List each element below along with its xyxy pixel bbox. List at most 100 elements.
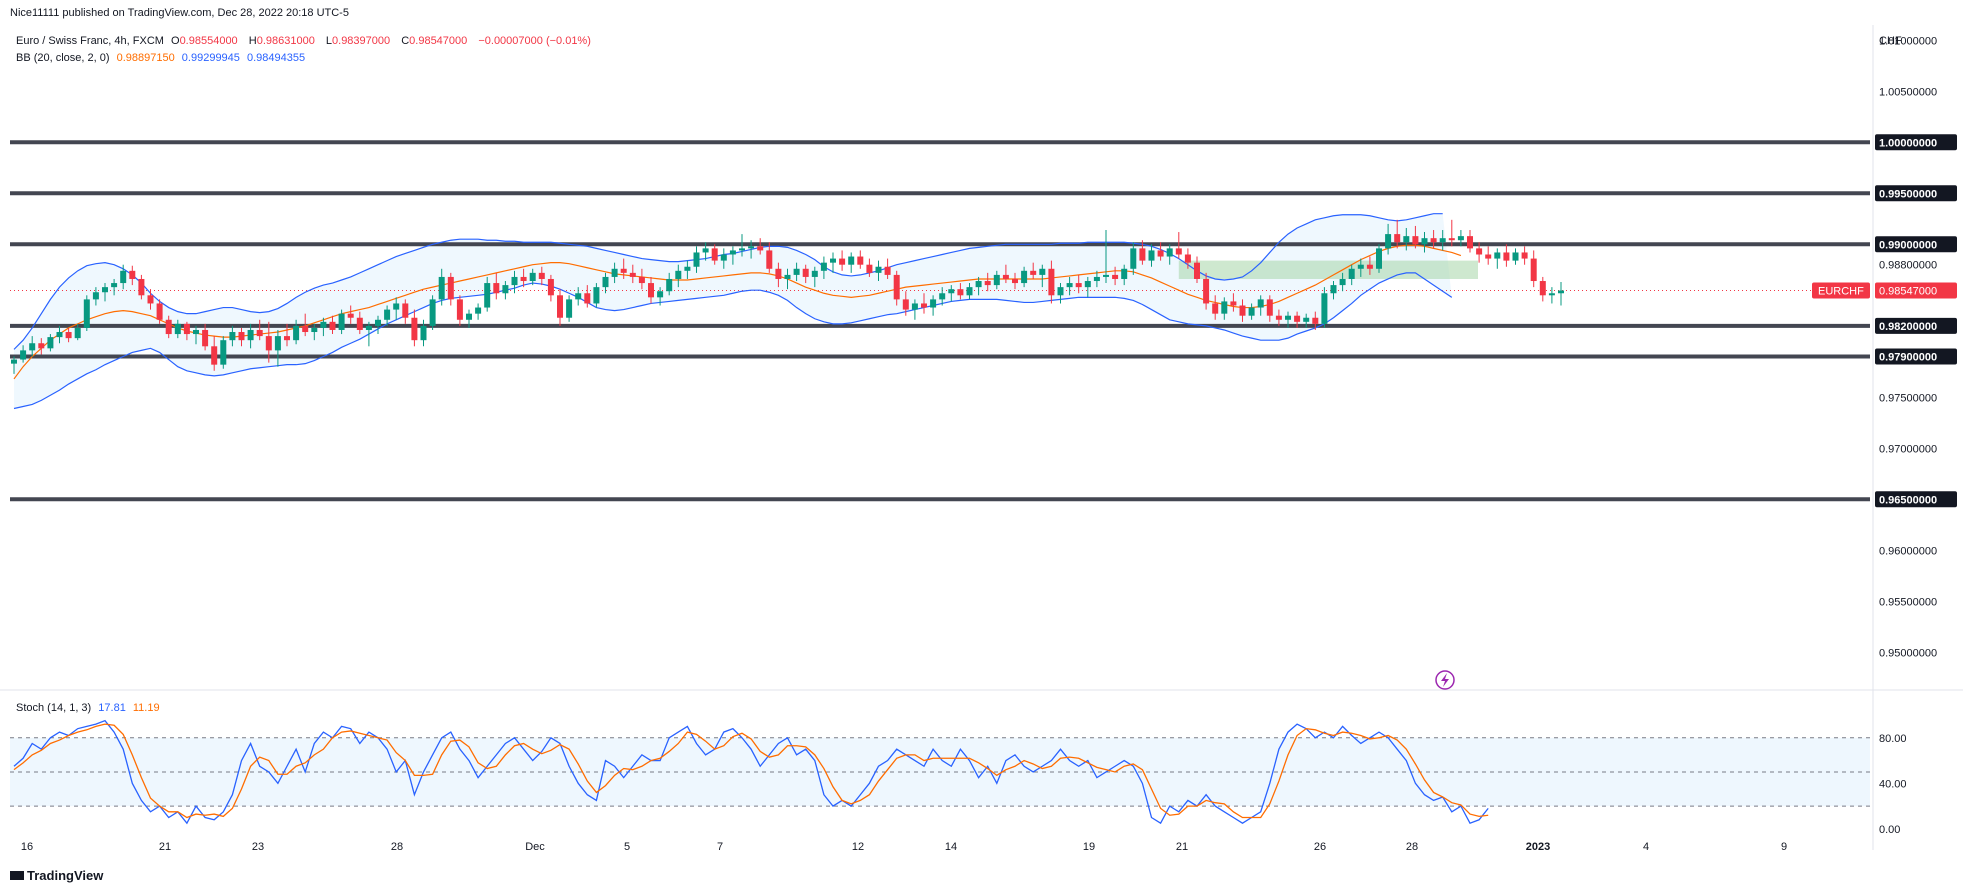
candle-body <box>1439 238 1446 243</box>
time-tick-label: 5 <box>624 841 630 853</box>
candle-body <box>602 276 609 288</box>
time-tick-label: 26 <box>1314 841 1326 853</box>
candle-body <box>566 299 573 318</box>
candle-body <box>520 276 527 282</box>
ohlc-low: L0.98397000 <box>325 35 391 47</box>
candle-body <box>811 270 818 277</box>
ohlc-open: O0.98554000 <box>171 35 238 47</box>
candle-body <box>584 293 591 304</box>
time-tick-label: 12 <box>852 841 864 853</box>
candle-body <box>384 309 391 320</box>
candle-body <box>693 252 700 267</box>
candle-body <box>784 274 791 279</box>
time-tick-label: 14 <box>945 841 957 853</box>
candle-body <box>302 325 309 333</box>
candle-body <box>1257 299 1264 308</box>
price-tick-label: 0.97000000 <box>1879 443 1937 455</box>
candle-body <box>1157 250 1164 257</box>
candle-body <box>211 346 218 365</box>
candle-body <box>830 258 836 263</box>
candle-body <box>557 295 563 318</box>
candle-body <box>475 307 482 314</box>
candle-body <box>256 329 263 337</box>
candle-body <box>329 321 336 330</box>
candle-body <box>966 287 973 296</box>
tradingview-brand: TradingView <box>27 868 104 883</box>
tradingview-logo-icon <box>10 871 24 880</box>
candle-body <box>484 283 491 308</box>
candle-body <box>347 313 354 318</box>
candle-body <box>338 313 345 330</box>
candle-body <box>1376 248 1382 269</box>
candle-body <box>1530 258 1537 282</box>
candle-body <box>720 254 727 261</box>
candle-body <box>1066 283 1073 288</box>
candle-body <box>1030 270 1037 275</box>
candle-body <box>839 258 846 265</box>
candle-body <box>984 281 991 286</box>
candle-body <box>948 289 955 294</box>
candle-body <box>429 299 436 326</box>
candle-body <box>1266 299 1273 316</box>
candle-body <box>1494 252 1501 259</box>
candle-body <box>1057 287 1064 296</box>
candle-body <box>766 250 773 269</box>
candle-body <box>593 287 600 304</box>
candle-body <box>375 319 381 326</box>
stoch-tick-label: 40.00 <box>1879 778 1907 790</box>
time-tick-label: 2023 <box>1526 841 1550 853</box>
candle-body <box>365 325 372 330</box>
candle-body <box>1285 315 1291 320</box>
candle-body <box>1021 270 1028 284</box>
tradingview-logo[interactable]: TradingView <box>10 868 103 883</box>
candle-body <box>456 299 463 320</box>
stoch-label: Stoch (14, 1, 3) <box>16 702 92 714</box>
candle-body <box>311 327 318 333</box>
candle-body <box>229 332 236 341</box>
time-tick-label: 21 <box>159 841 171 853</box>
stoch-k-value: 17.81 <box>98 702 126 714</box>
candle-body <box>502 285 509 294</box>
candle-body <box>1558 290 1564 294</box>
candle-body <box>1539 281 1546 296</box>
candle-body <box>1121 268 1128 279</box>
candle-body <box>1184 254 1191 263</box>
candle-body <box>739 248 745 251</box>
candle-body <box>1139 248 1146 261</box>
candle-body <box>65 332 72 339</box>
candle-body <box>1503 252 1510 261</box>
published-caption: Nice11111 published on TradingView.com, … <box>10 7 349 19</box>
candle-body <box>1366 264 1373 269</box>
candle-body <box>775 268 782 279</box>
candle-body <box>29 343 36 351</box>
bb-lower-value: 0.98494355 <box>246 52 306 64</box>
candle-body <box>220 340 227 365</box>
candle-body <box>1430 238 1437 243</box>
bb-legend[interactable]: BB (20, close, 2, 0) 0.98897150 0.992999… <box>16 52 309 64</box>
stoch-legend[interactable]: Stoch (14, 1, 3) 17.81 11.19 <box>16 702 164 714</box>
candle-body <box>183 323 190 335</box>
level-label-box <box>1875 491 1957 508</box>
candle-body <box>939 293 946 300</box>
candle-body <box>547 278 554 296</box>
level-label-box <box>1875 317 1957 334</box>
candle-body <box>1348 268 1355 279</box>
candle-body <box>56 332 63 338</box>
last-price-box <box>1875 282 1957 299</box>
candle-body <box>875 266 882 273</box>
candle-body <box>1166 248 1173 257</box>
time-tick-label: 28 <box>1406 841 1418 853</box>
candle-body <box>438 276 445 300</box>
candle-body <box>1303 317 1310 322</box>
stoch-tick-label: 80.00 <box>1879 733 1907 745</box>
candle-body <box>711 248 718 261</box>
bb-upper-line <box>13 213 1443 350</box>
bb-basis-value: 0.98897150 <box>116 52 175 64</box>
candle-body <box>1194 262 1200 279</box>
candle-body <box>393 303 400 310</box>
time-tick-label: 23 <box>252 841 264 853</box>
candle-body <box>975 281 982 288</box>
candle-body <box>1012 278 1018 284</box>
candle-body <box>1412 236 1419 245</box>
